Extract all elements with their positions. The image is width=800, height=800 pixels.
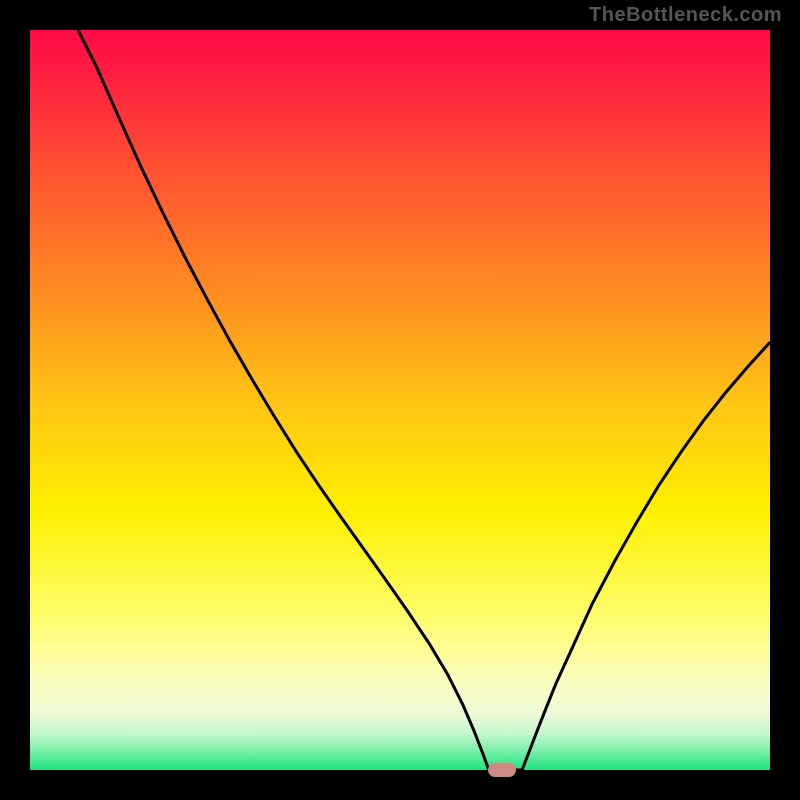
bottleneck-chart <box>30 30 770 770</box>
optimal-marker <box>488 763 516 777</box>
chart-svg <box>30 30 770 770</box>
watermark-text: TheBottleneck.com <box>589 4 782 27</box>
chart-background <box>30 30 770 770</box>
